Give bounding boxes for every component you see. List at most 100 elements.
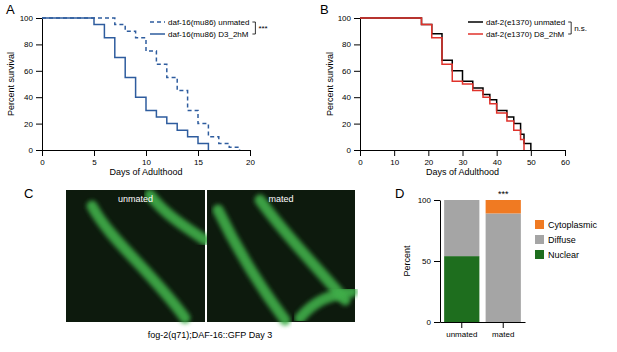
tick-mark (36, 97, 42, 98)
tick-label: 20 (424, 158, 433, 167)
tick-mark (198, 150, 199, 156)
tick-label: 10 (390, 158, 399, 167)
legend: daf-2(e1370) unmateddaf-2(e1370) D8_2hM (468, 18, 571, 39)
tick-mark (354, 71, 360, 72)
panel: unmatedmated050100CytoplasmicDiffuseNucl… (395, 186, 598, 339)
tick: 40 (24, 93, 42, 102)
tick: 20 (424, 150, 433, 167)
annotation: *** (258, 24, 267, 33)
tick-label: 10 (142, 158, 151, 167)
tick-mark (428, 150, 429, 156)
tick-label: 50 (527, 158, 536, 167)
y-axis-title: Percent survival (6, 52, 16, 116)
legend-label: daf-2(e1370) D8_2hM (486, 30, 565, 39)
tick-label: unmated (446, 330, 477, 339)
micrograph (66, 190, 205, 322)
tick-mark (434, 200, 440, 201)
plot-area (444, 200, 521, 322)
legend-label: Cytoplasmic (548, 220, 598, 230)
tick-mark (36, 124, 42, 125)
tick-label: 40 (493, 158, 502, 167)
axis: 0 10 20 30 40 50 60 (358, 150, 570, 167)
tick: 100 (418, 196, 440, 205)
legend-label: daf-16(mu86) D3_2hM (168, 30, 249, 39)
axis: 0 20 40 60 80 100 (20, 14, 43, 155)
tick-label: 60 (561, 158, 570, 167)
legend-swatch (535, 220, 544, 229)
panel: 0 5 10 15 20 0 20 40 60 80 100 daf-16(mu86) unmated… (6, 2, 268, 177)
worm (300, 292, 352, 318)
legend-swatch (150, 33, 165, 35)
annotation: *** (498, 189, 509, 199)
tick-mark (36, 44, 42, 45)
tick: 60 (561, 150, 570, 167)
tick-mark (565, 150, 566, 156)
tick: 20 (24, 120, 42, 129)
micrograph (207, 190, 355, 322)
tick-label: mated (492, 330, 514, 339)
legend: CytoplasmicDiffuseNuclear (535, 220, 598, 260)
tick-label: 100 (20, 14, 34, 23)
tick: 40 (493, 150, 502, 167)
tick-label: 30 (459, 158, 468, 167)
legend-label: Diffuse (548, 235, 576, 245)
tick: 0 (29, 146, 42, 155)
image-label: mated (268, 194, 293, 204)
tick: 100 (338, 14, 360, 23)
tick-mark (360, 150, 361, 156)
tick-label: 0 (40, 158, 45, 167)
tick-label: 60 (342, 67, 351, 76)
tick: 30 (459, 150, 468, 167)
legend-swatch (535, 250, 544, 259)
figure: 05101520020406080100daf-16(mu86) unmated… (0, 0, 617, 352)
tick-label: 100 (338, 14, 352, 23)
axis: 0 5 10 15 20 (40, 150, 255, 167)
tick: 15 (194, 150, 203, 167)
tick-label: 80 (342, 40, 351, 49)
tick-mark (250, 150, 251, 156)
tick-label: 50 (422, 257, 431, 266)
axis-line (440, 201, 441, 323)
tick-mark (36, 71, 42, 72)
tick: 0 (358, 150, 363, 167)
bar-segment (444, 200, 479, 201)
tick: 60 (24, 67, 42, 76)
panel-label: C (24, 186, 33, 201)
image-panel: unmatedmatedfog-2(q71);DAF-16::GFP Day 3… (24, 186, 355, 340)
tick: 100 (20, 14, 42, 23)
tick-mark (146, 150, 147, 156)
tick-mark (497, 150, 498, 156)
bracket (252, 22, 255, 34)
tick-mark (36, 150, 42, 151)
tick-label: 60 (24, 67, 33, 76)
tick-mark (94, 150, 95, 156)
legend: daf-16(mu86) unmateddaf-16(mu86) D3_2hM (150, 18, 255, 39)
tick-label: 0 (358, 158, 363, 167)
y-axis-title: Percent survival (325, 52, 335, 116)
tick-mark (461, 322, 462, 328)
tick-label: 40 (342, 93, 351, 102)
panel-label: B (320, 2, 329, 17)
tick: 5 (92, 150, 97, 167)
tick-mark (354, 150, 360, 151)
tick-mark (394, 150, 395, 156)
tick-label: 5 (92, 158, 97, 167)
bar-segment (486, 200, 521, 213)
axis: unmated mated (441, 322, 526, 339)
panel: 0102030405060020406080100daf-2(e1370) un… (320, 2, 587, 177)
tick-mark (503, 322, 504, 328)
tick-label: 0 (347, 146, 352, 155)
tick-label: 20 (24, 120, 33, 129)
axis: 020406080100 (338, 14, 361, 155)
tick: 40 (342, 93, 360, 102)
tick: 80 (342, 40, 360, 49)
tick-label: 20 (246, 158, 255, 167)
tick: 60 (342, 67, 360, 76)
legend-swatch (468, 21, 483, 23)
tick-mark (434, 322, 440, 323)
tick: 80 (24, 40, 42, 49)
bar-segment (486, 213, 521, 322)
tick-label: 40 (24, 93, 33, 102)
tick: 10 (390, 150, 399, 167)
tick-mark (36, 18, 42, 19)
